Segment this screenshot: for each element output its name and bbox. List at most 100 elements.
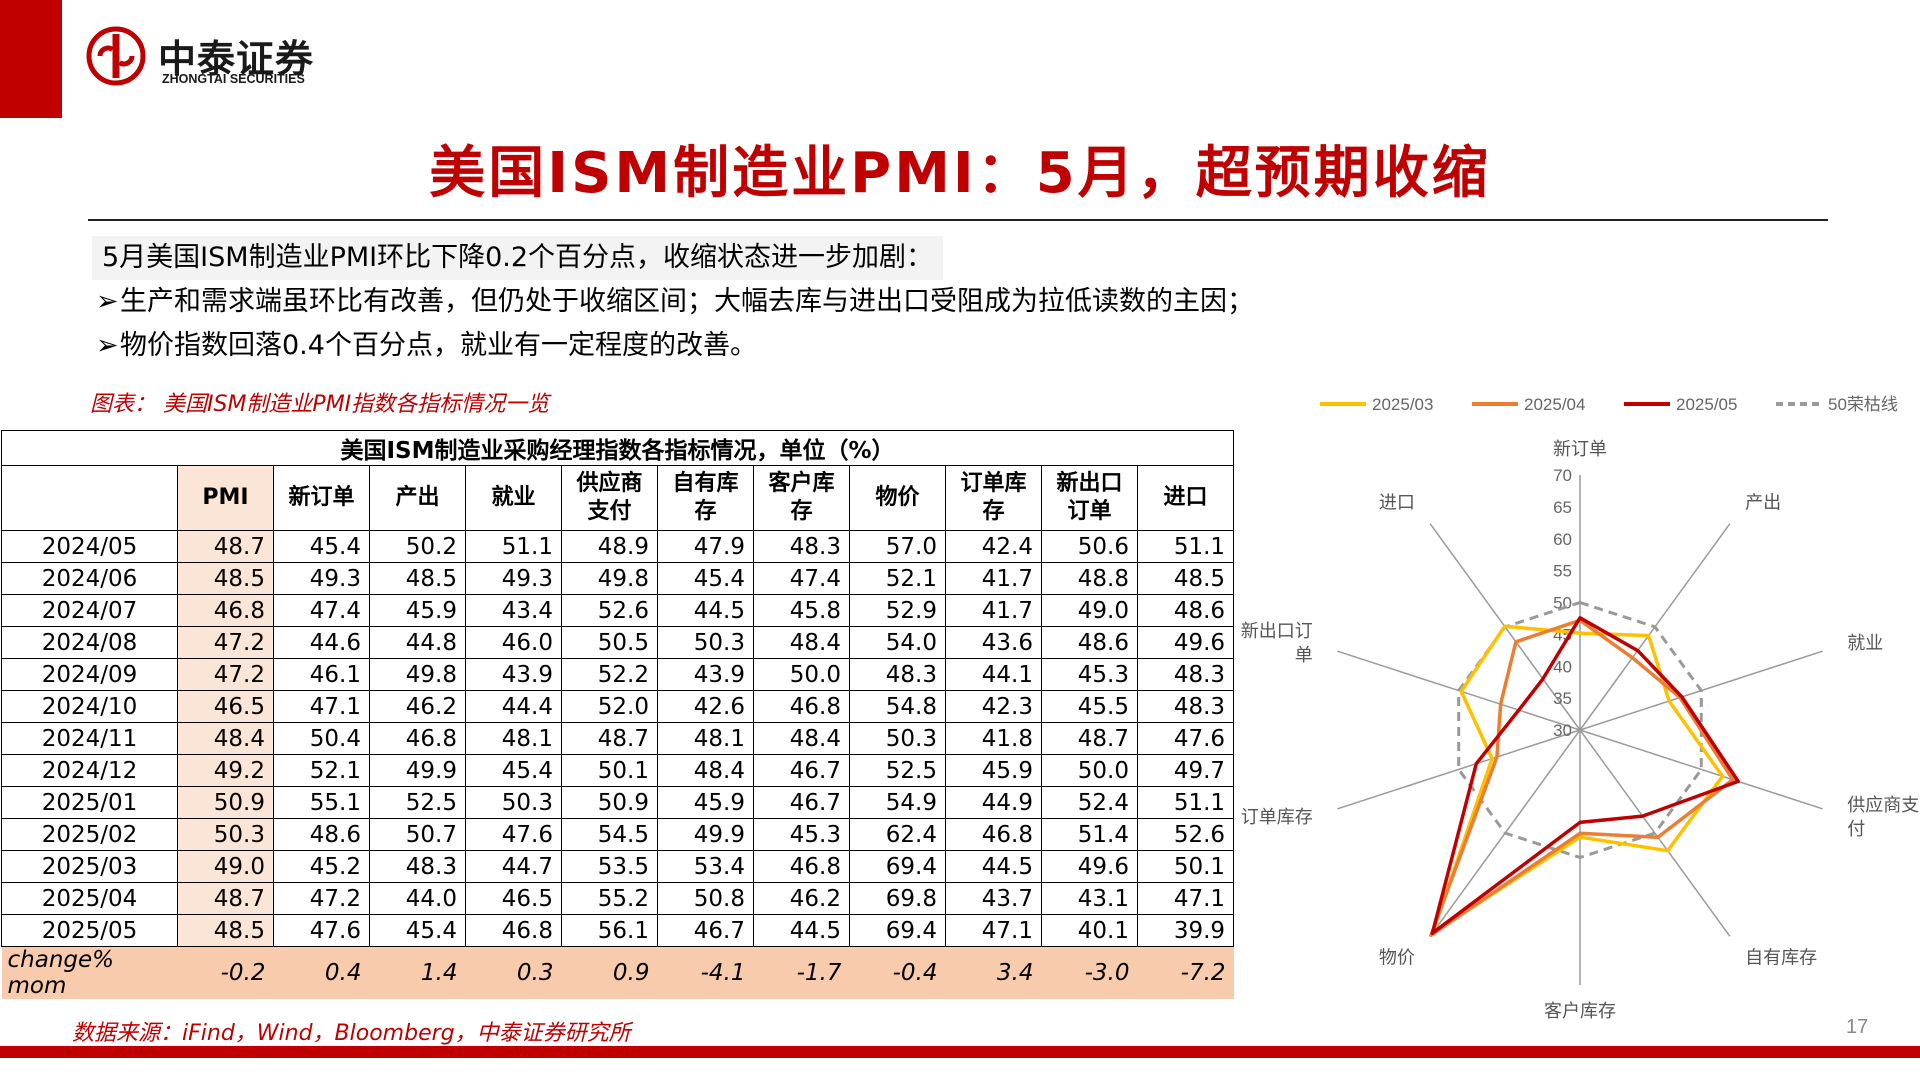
radar-spoke	[1337, 729, 1581, 810]
value-cell: 47.2	[177, 658, 274, 691]
value-cell: 48.4	[753, 626, 850, 659]
value-cell: 44.5	[753, 914, 850, 947]
value-cell: 49.3	[465, 562, 562, 595]
table-caption: 图表： 美国ISM制造业PMI指数各指标情况一览	[90, 392, 550, 417]
axis-label-line: 付	[1847, 819, 1865, 840]
value-cell: 46.8	[945, 818, 1042, 851]
value-cell: 46.8	[753, 690, 850, 723]
value-cell: 57.0	[849, 530, 946, 563]
value-cell: 43.9	[465, 658, 562, 691]
value-cell: 46.2	[753, 882, 850, 915]
value-cell: 50.1	[561, 754, 658, 787]
pmi-indicator-table: 美国ISM制造业采购经理指数各指标情况，单位（%） PMI 新订单 产出 就业 供应商 …	[0, 430, 1235, 999]
value-cell: 47.9	[657, 530, 754, 563]
radial-tick-label: 65	[1553, 498, 1572, 517]
series-line-202504	[1429, 618, 1735, 938]
value-cell: 52.2	[561, 658, 658, 691]
date-cell: 2024/09	[1, 658, 178, 691]
value-cell: 48.5	[369, 562, 466, 595]
axis-label: 新订单	[1553, 439, 1607, 460]
axis-label: 供应商支付	[1847, 795, 1919, 840]
date-cell: 2024/11	[1, 722, 178, 755]
value-cell: 44.9	[945, 786, 1042, 819]
page-number: 17	[1846, 1016, 1869, 1038]
value-cell: 50.0	[753, 658, 850, 691]
value-cell: 45.3	[1041, 658, 1138, 691]
summary-bullet: ➢物价指数回落0.4个百分点，就业有一定程度的改善。	[96, 324, 1254, 368]
value-cell: 49.6	[1136, 626, 1235, 659]
value-cell: 48.4	[177, 722, 274, 755]
value-cell: 41.8	[945, 722, 1042, 755]
change-cell: -0.2	[177, 946, 274, 999]
value-cell: 45.3	[753, 818, 850, 851]
series-line-202503	[1430, 624, 1725, 935]
value-cell: 46.5	[465, 882, 562, 915]
value-cell: 46.7	[753, 786, 850, 819]
company-logo: 中泰证券 ZHONGTAI SECURITIES	[86, 26, 346, 90]
value-cell: 50.8	[657, 882, 754, 915]
value-cell: 54.8	[849, 690, 946, 723]
table-row: 2024/11 48.4 50.4 46.8 48.1 48.7 48.1 48.4 50.3 4…	[1, 722, 1235, 755]
table-row: 2024/10 46.5 47.1 46.2 44.4 52.0 42.6 46.8 54.8 4…	[1, 690, 1235, 723]
value-cell: 53.4	[657, 850, 754, 883]
table-row: 2025/04 48.7 47.2 44.0 46.5 55.2 50.8 46.2 69.8 4…	[1, 882, 1235, 915]
radial-tick-label: 40	[1553, 657, 1572, 676]
value-cell: 45.4	[657, 562, 754, 595]
value-cell: 47.4	[753, 562, 850, 595]
value-cell: 42.3	[945, 690, 1042, 723]
value-cell: 49.9	[369, 754, 466, 787]
value-cell: 41.7	[945, 562, 1042, 595]
value-cell: 44.5	[657, 594, 754, 627]
column-header: 供应商 支付	[561, 465, 658, 531]
value-cell: 48.6	[273, 818, 370, 851]
change-cell: 1.4	[369, 946, 466, 999]
value-cell: 52.1	[273, 754, 370, 787]
value-cell: 48.8	[1041, 562, 1138, 595]
value-cell: 50.7	[369, 818, 466, 851]
value-cell: 56.1	[561, 914, 658, 947]
value-cell: 69.8	[849, 882, 946, 915]
value-cell: 45.9	[657, 786, 754, 819]
value-cell: 49.0	[1041, 594, 1138, 627]
date-cell: 2025/01	[1, 786, 178, 819]
date-cell: 2024/06	[1, 562, 178, 595]
footer-accent-bar	[0, 1046, 1920, 1058]
value-cell: 52.6	[561, 594, 658, 627]
table-row: 2025/01 50.9 55.1 52.5 50.3 50.9 45.9 46.7 54.9 4…	[1, 786, 1235, 819]
value-cell: 52.5	[369, 786, 466, 819]
value-cell: 48.5	[1136, 562, 1235, 595]
value-cell: 69.4	[849, 850, 946, 883]
legend-label: 2025/05	[1676, 395, 1737, 414]
value-cell: 48.4	[753, 722, 850, 755]
value-cell: 49.8	[561, 562, 658, 595]
value-cell: 54.9	[849, 786, 946, 819]
value-cell: 49.2	[177, 754, 274, 787]
value-cell: 51.1	[1136, 530, 1235, 563]
value-cell: 47.6	[273, 914, 370, 947]
legend-label: 2025/04	[1524, 395, 1585, 414]
date-cell: 2025/03	[1, 850, 178, 883]
column-header: 订单库 存	[945, 465, 1042, 531]
column-header: PMI	[177, 465, 274, 531]
table-row: 2024/06 48.5 49.3 48.5 49.3 49.8 45.4 47.4 52.1 4…	[1, 562, 1235, 595]
axis-label: 产出	[1745, 493, 1781, 514]
change-cell: -1.7	[753, 946, 850, 999]
axis-label-line: 供应商支	[1847, 795, 1919, 816]
axis-label-line: 物价	[1379, 947, 1415, 968]
axis-label-line: 自有库存	[1745, 947, 1817, 968]
summary-block: 5月美国ISM制造业PMI环比下降0.2个百分点，收缩状态进一步加剧： ➢生产和…	[92, 236, 1254, 368]
axis-label-line: 产出	[1745, 493, 1781, 514]
radial-tick-label: 30	[1553, 721, 1572, 740]
column-header: 就业	[465, 465, 562, 531]
arrow-bullet-icon: ➢	[96, 330, 119, 361]
value-cell: 50.3	[465, 786, 562, 819]
value-cell: 44.8	[369, 626, 466, 659]
change-mom-row: change% mom -0.2 0.4 1.4 0.3 0.9 -4.1 -1.7 -0.4 3…	[1, 946, 1234, 999]
axis-label: 订单库存	[1241, 807, 1313, 828]
value-cell: 48.5	[177, 914, 274, 947]
arrow-bullet-icon: ➢	[96, 286, 119, 317]
value-cell: 48.3	[1136, 658, 1235, 691]
value-cell: 46.5	[177, 690, 274, 723]
value-cell: 50.1	[1136, 850, 1235, 883]
value-cell: 43.6	[945, 626, 1042, 659]
